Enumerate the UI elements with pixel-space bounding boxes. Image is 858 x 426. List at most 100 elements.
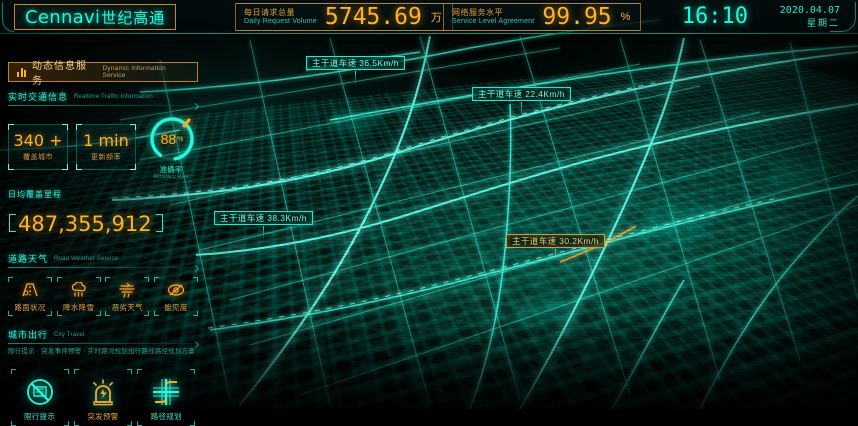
clock-display: 16:10	[681, 4, 748, 29]
corner-bracket	[10, 368, 16, 374]
weather-item-label: 恶劣天气	[111, 303, 143, 313]
travel-item-restriction-notice[interactable]: 限行提示	[10, 368, 69, 426]
corner-bracket	[105, 277, 111, 283]
section-title-cn: 城市出行	[8, 330, 49, 341]
header-corner-decoration-right	[830, 2, 856, 32]
corner-bracket	[8, 311, 13, 317]
metric-value: 5745.69	[324, 4, 422, 30]
corner-bracket	[126, 368, 132, 374]
speed-label-text: 主干道车速 22.4Km/h	[478, 89, 565, 99]
bracket-left	[9, 214, 16, 233]
corner-bracket	[62, 123, 68, 130]
dynamic-information-sidebar: 动态信息服务 Dynamic Information Service 实时交通信…	[8, 61, 200, 426]
corner-bracket	[153, 277, 159, 283]
section-title-cn: 道路天气	[8, 254, 49, 265]
big-number-block[interactable]: 487,355,912	[8, 210, 198, 244]
travel-item-route-planning[interactable]: 路径规划	[137, 368, 196, 426]
metric-labels: 每日请求总量 Daily Request Volume	[244, 8, 317, 25]
brand-logo[interactable]: Cennavi 世纪高通	[14, 4, 177, 30]
travel-item-label: 突发预警	[87, 411, 119, 421]
corner-bracket	[73, 420, 79, 426]
corner-bracket	[8, 163, 14, 170]
speed-label[interactable]: 主干道车速 36.5Km/h	[306, 56, 405, 85]
section-header-realtime-traffic[interactable]: 实时交通信息 Realtime Traffic Information	[8, 90, 200, 111]
kpi-label: 更新频率	[91, 154, 121, 162]
kpi-row: 340 + 覆盖城市 1 min 更新频率 88 %	[8, 113, 198, 180]
kpi-card-covered-cities[interactable]: 340 + 覆盖城市	[8, 123, 68, 170]
corner-bracket	[47, 311, 52, 317]
header-corner-decoration-left	[2, 2, 14, 32]
metric-daily-request-volume[interactable]: 每日请求总量 Daily Request Volume 5745.69 万	[235, 3, 453, 31]
top-header-bar: Cennavi 世纪高通 每日请求总量 Daily Request Volume…	[0, 0, 858, 34]
weather-item-label: 能见度	[164, 303, 188, 313]
corner-bracket	[126, 420, 132, 426]
corner-bracket	[137, 368, 143, 374]
big-number-value: 487,355,912	[18, 212, 152, 237]
metric-unit: 万	[430, 12, 442, 24]
corner-bracket	[137, 420, 143, 426]
speed-label-text: 主干道车速 30.2Km/h	[512, 236, 599, 246]
kpi-card-update-frequency[interactable]: 1 min 更新频率	[76, 123, 136, 170]
corner-bracket	[95, 277, 101, 283]
metric-label-en: Daily Request Volume	[244, 17, 317, 25]
section-divider	[8, 105, 198, 106]
speed-label[interactable]: 主干道车速 38.3Km/h	[214, 211, 313, 240]
kpi-value: 1 min	[83, 131, 129, 151]
corner-bracket	[190, 368, 196, 374]
corner-bracket	[144, 277, 150, 283]
speed-label[interactable]: 主干道车速 22.4Km/h	[472, 87, 571, 116]
severe-weather-icon	[119, 282, 135, 298]
label-leader-line	[555, 249, 557, 263]
rain-snow-icon	[71, 282, 86, 297]
corner-bracket	[63, 368, 69, 374]
gauge-caption-cn: 准确率	[159, 165, 183, 174]
section-title-cn: 实时交通信息	[8, 92, 69, 102]
section-divider	[8, 267, 198, 269]
section-header-city-travel[interactable]: 城市出行 City Travel	[8, 328, 200, 349]
big-number-label: 日均覆盖里程	[8, 190, 62, 200]
panel-title-cn: 动态信息服务	[32, 61, 87, 87]
kpi-label: 覆盖城市	[23, 154, 53, 162]
corner-bracket	[192, 277, 198, 283]
metric-label-cn: 网络服务水平	[452, 8, 503, 18]
label-leader-line	[263, 226, 265, 240]
label-leader-line	[521, 102, 523, 116]
panel-title-dynamic-information-service[interactable]: 动态信息服务 Dynamic Information Service	[8, 61, 198, 87]
corner-bracket	[190, 420, 196, 426]
bar-chart-icon	[17, 67, 26, 77]
section-divider	[8, 343, 198, 345]
accuracy-gauge-group[interactable]: 88 % 准确率 Accuracy Rate	[144, 113, 198, 180]
no-entry-icon	[26, 378, 53, 405]
weather-item-visibility[interactable]: 能见度	[153, 277, 198, 317]
section-title-en: City Travel	[54, 331, 85, 338]
weather-icon-grid: 路面状况 降水降雪 恶劣天气	[8, 277, 198, 317]
gauge-readout: 88 %	[146, 113, 198, 165]
weather-item-label: 路面状况	[14, 303, 46, 313]
bracket-right	[156, 214, 163, 233]
corner-bracket	[192, 311, 198, 317]
corner-bracket	[62, 163, 68, 170]
speed-label[interactable]: 主干道车速 30.2Km/h	[506, 234, 605, 263]
corner-bracket	[73, 368, 79, 374]
section-header-road-weather[interactable]: 道路天气 Road Weather Service	[8, 252, 200, 273]
panel-title-en: Dynamic Information Service	[102, 65, 166, 79]
road-surface-icon	[22, 283, 38, 297]
weather-item-label: 降水降雪	[63, 303, 95, 313]
speed-label-text: 主干道车速 36.5Km/h	[312, 58, 399, 68]
siren-alert-icon	[92, 378, 113, 406]
travel-item-label: 限行提示	[24, 411, 56, 421]
brand-logo-latin: Cennavi	[25, 6, 101, 28]
gauge-unit: %	[177, 135, 184, 143]
corner-bracket	[8, 277, 13, 283]
weather-item-severe-weather[interactable]: 恶劣天气	[105, 277, 150, 317]
corner-bracket	[76, 163, 82, 170]
travel-item-label: 路径规划	[150, 411, 182, 421]
corner-bracket	[56, 311, 62, 317]
weather-item-rain-snow[interactable]: 降水降雪	[56, 277, 101, 317]
travel-item-emergency-alert[interactable]: 突发预警	[73, 368, 132, 426]
corner-bracket	[10, 420, 16, 426]
metric-service-level-agreement[interactable]: 网络服务水平 Service Level Agreement 99.95 %	[442, 3, 642, 31]
weather-item-road-surface[interactable]: 路面状况	[8, 277, 52, 317]
metric-labels: 网络服务水平 Service Level Agreement	[452, 8, 534, 25]
corner-bracket	[130, 163, 136, 170]
